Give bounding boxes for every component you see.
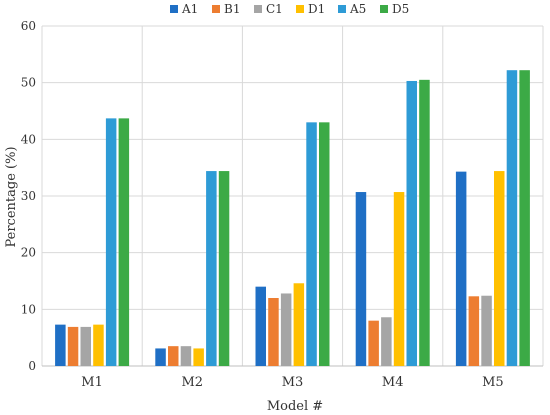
bar-D1-M1	[93, 324, 104, 366]
legend-swatch-B1	[212, 5, 220, 13]
x-tick-label: M2	[182, 375, 204, 390]
y-tick-label: 40	[21, 132, 36, 146]
legend: A1 B1 C1 D1 A5 D5	[170, 2, 409, 16]
bar-D5-M2	[218, 171, 230, 366]
bar-C1-M5	[481, 295, 492, 366]
bar-A5-M1	[105, 118, 117, 366]
bar-B1-M4	[368, 320, 379, 366]
bar-C1-M2	[180, 346, 192, 366]
legend-swatch-C1	[254, 5, 262, 13]
bar-D1-M3	[293, 283, 305, 366]
y-tick-labels: 0 10 20 30 40 50 60	[21, 19, 36, 373]
bar-A1-M4	[355, 192, 367, 366]
x-tick-label: M1	[81, 375, 103, 390]
legend-label-A1: A1	[181, 2, 198, 16]
y-tick-label: 0	[28, 359, 36, 373]
x-axis-label: Model #	[267, 399, 323, 414]
legend-label-C1: C1	[266, 2, 283, 16]
gridlines	[41, 25, 544, 367]
bar-A1-M3	[255, 286, 266, 366]
bar-B1-M1	[67, 326, 79, 366]
bar-B1-M3	[268, 298, 279, 366]
bar-D1-M5	[494, 171, 505, 366]
x-tick-labels: M1 M2 M3 M4 M5	[81, 375, 503, 390]
bar-D5-M4	[419, 79, 430, 366]
y-tick-label: 10	[21, 302, 36, 316]
bar-A5-M3	[306, 122, 317, 366]
bar-A1-M1	[55, 324, 66, 366]
bars	[55, 70, 530, 366]
x-tick-label: M5	[482, 375, 504, 390]
legend-label-D5: D5	[392, 2, 409, 16]
bar-C1-M3	[280, 293, 292, 366]
bar-A5-M5	[506, 70, 518, 366]
y-axis-label: Percentage (%)	[4, 146, 19, 247]
y-tick-label: 30	[21, 189, 36, 203]
bar-A5-M4	[406, 80, 417, 366]
legend-label-B1: B1	[224, 2, 240, 16]
bar-A1-M2	[155, 348, 166, 366]
legend-label-D1: D1	[308, 2, 325, 16]
y-tick-label: 60	[21, 19, 36, 33]
legend-label-A5: A5	[349, 2, 366, 16]
bar-C1-M4	[381, 317, 392, 366]
bar-B1-M2	[168, 346, 179, 366]
bar-D1-M4	[393, 192, 405, 366]
bar-A1-M5	[455, 171, 467, 366]
y-tick-label: 20	[21, 246, 36, 260]
bar-B1-M5	[468, 296, 480, 366]
bar-D5-M1	[118, 118, 130, 366]
bar-A5-M2	[206, 171, 217, 366]
legend-swatch-A1	[170, 5, 178, 13]
bar-D1-M2	[193, 348, 204, 366]
bar-D5-M5	[519, 70, 530, 366]
bar-D5-M3	[319, 122, 330, 366]
legend-swatch-D1	[296, 5, 304, 13]
y-tick-label: 50	[21, 76, 36, 90]
x-tick-label: M4	[382, 375, 404, 390]
x-tick-label: M3	[282, 375, 304, 390]
legend-swatch-A5	[338, 5, 346, 13]
legend-swatch-D5	[380, 5, 388, 13]
bar-C1-M1	[80, 326, 91, 366]
